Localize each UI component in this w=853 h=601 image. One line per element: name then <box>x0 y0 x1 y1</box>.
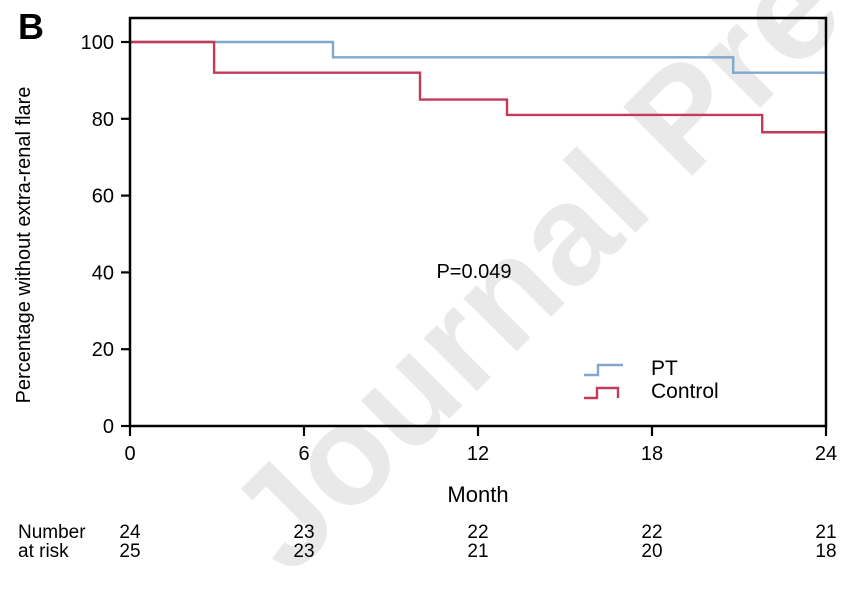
x-tick-label: 12 <box>467 443 489 465</box>
risk-value-control: 18 <box>815 541 836 562</box>
x-tick-label: 6 <box>298 443 309 465</box>
risk-value-pt: 22 <box>641 522 662 543</box>
x-tick-label: 18 <box>641 443 663 465</box>
p-value-annotation: P=0.049 <box>436 261 511 283</box>
legend: PT Control <box>584 357 719 403</box>
control-step-icon <box>584 386 620 400</box>
y-axis-label: Percentage without extra-renal flare <box>13 87 35 404</box>
panel-label: B <box>18 6 44 47</box>
series-pt-curve <box>130 40 826 74</box>
y-tick-label: 100 <box>81 32 114 54</box>
risk-value-pt: 21 <box>815 522 836 543</box>
y-tick-label: 40 <box>92 262 114 284</box>
risk-value-pt: 23 <box>293 522 314 543</box>
y-tick-label: 60 <box>92 186 114 208</box>
pt-step-icon <box>584 363 623 377</box>
y-tick-label: 20 <box>92 339 114 361</box>
y-tick-label: 0 <box>103 416 114 438</box>
x-tick-label: 0 <box>124 443 135 465</box>
series-control-curve <box>130 40 826 134</box>
y-axis-ticks: 0 20 40 60 80 100 <box>81 32 130 438</box>
x-axis-label: Month <box>447 482 508 507</box>
plot-frame <box>128 16 828 428</box>
risk-value-pt: 24 <box>119 522 141 543</box>
risk-value-control: 20 <box>641 541 662 562</box>
x-axis-ticks: 0 6 12 18 24 <box>124 426 837 465</box>
km-survival-chart: B Percentage without extra-renal flare 0… <box>13 6 837 562</box>
legend-label-control: Control <box>651 380 719 403</box>
risk-value-control: 21 <box>467 541 488 562</box>
risk-value-pt: 22 <box>467 522 488 543</box>
x-tick-label: 24 <box>815 443 837 465</box>
y-tick-label: 80 <box>92 109 114 131</box>
risk-table-label-line1: Number <box>18 522 86 543</box>
survival-curves <box>130 40 826 134</box>
risk-value-control: 25 <box>119 541 140 562</box>
risk-table-label-line2: at risk <box>18 541 69 562</box>
legend-label-pt: PT <box>651 357 678 380</box>
risk-value-control: 23 <box>293 541 314 562</box>
figure-panel-b: Journal Pre-proof B Percentage without e… <box>13 0 853 601</box>
